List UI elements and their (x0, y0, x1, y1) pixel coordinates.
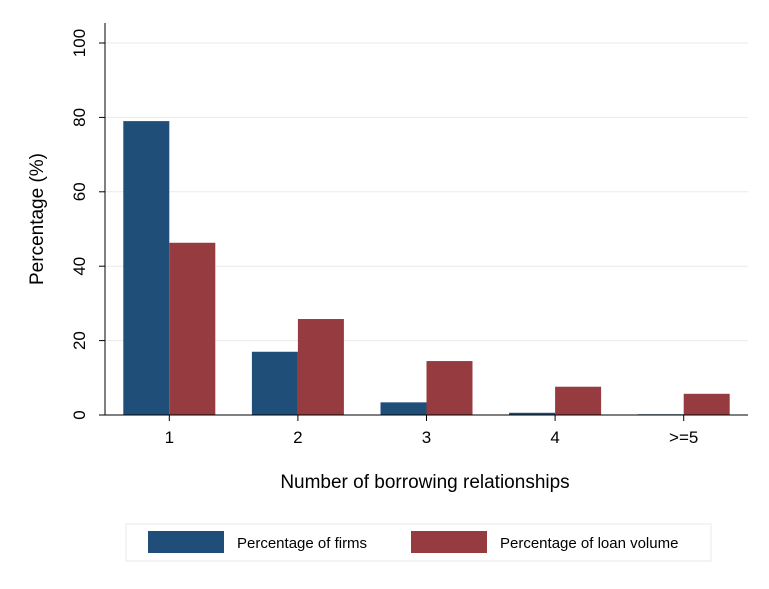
bar-loan-volume-1 (297, 319, 344, 415)
y-axis-title: Percentage (%) (27, 153, 48, 285)
x-tick-label: 1 (165, 428, 174, 447)
bar-loan-volume-0 (169, 242, 216, 415)
x-tick-label: >=5 (669, 428, 698, 447)
x-tick-label: 2 (293, 428, 302, 447)
y-tick-label: 80 (70, 108, 89, 127)
legend-swatch-firms (148, 531, 224, 553)
bar-loan-volume-3 (555, 386, 602, 415)
y-tick-label: 40 (70, 257, 89, 276)
legend-swatch-loan-volume (411, 531, 487, 553)
bar-loan-volume-4 (683, 393, 730, 415)
x-tick-label: 3 (422, 428, 431, 447)
legend: Percentage of firms Percentage of loan vo… (125, 523, 712, 562)
bar-firms-1 (251, 351, 298, 415)
bar-firms-3 (509, 412, 556, 415)
x-tick-label: 4 (550, 428, 559, 447)
y-tick-label: 100 (70, 29, 89, 57)
y-tick-label: 0 (70, 410, 89, 419)
legend-label-firms: Percentage of firms (237, 535, 367, 552)
y-tick-label: 60 (70, 182, 89, 201)
x-axis-title: Number of borrowing relationships (280, 472, 569, 493)
axes: 0 20 40 60 80 100 1 2 3 4 >=5 (70, 23, 748, 447)
bar-loan-volume-2 (426, 361, 473, 415)
bars (123, 121, 730, 416)
bar-firms-2 (380, 402, 427, 415)
y-tick-label: 20 (70, 331, 89, 350)
legend-label-loan-volume: Percentage of loan volume (500, 535, 678, 552)
bar-firms-0 (123, 121, 170, 416)
